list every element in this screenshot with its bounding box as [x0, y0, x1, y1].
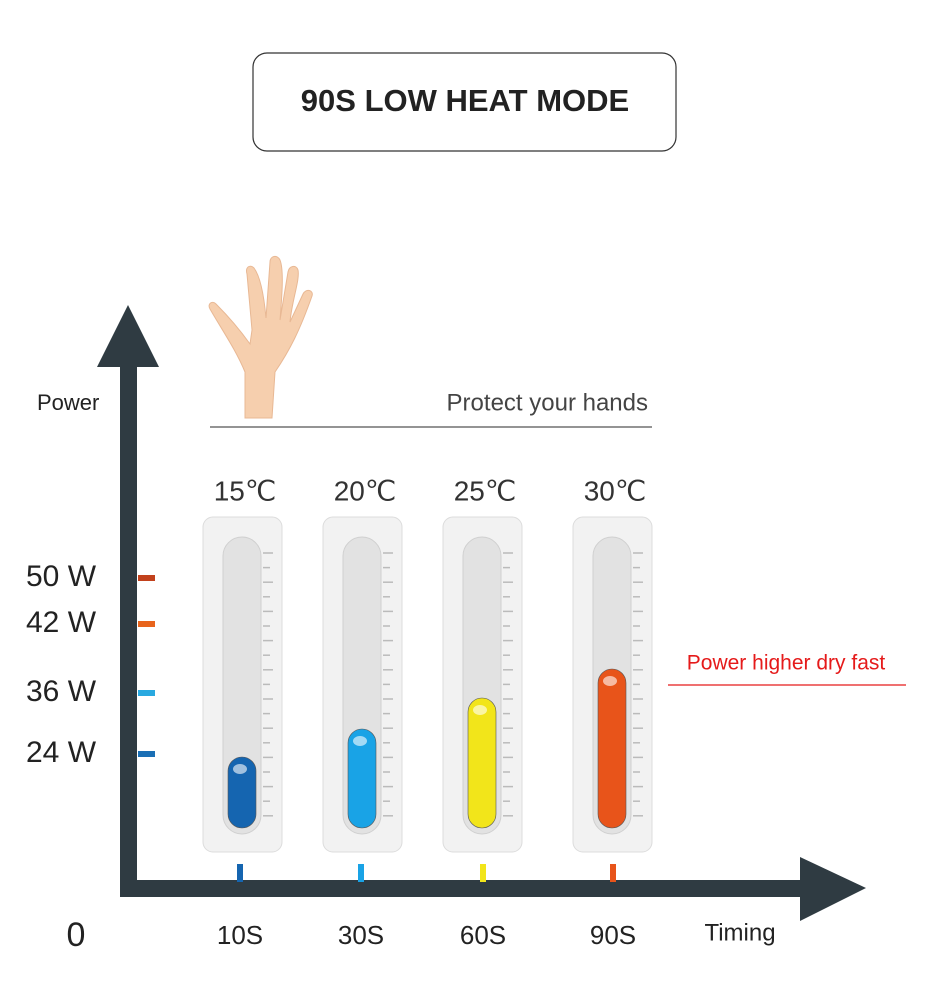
- hand: [208, 255, 313, 419]
- x-axis-label: Timing: [704, 919, 775, 946]
- temperature: 20℃: [334, 475, 397, 506]
- note: Power higher dry fast: [687, 652, 886, 675]
- power-level: 36 W: [26, 675, 97, 708]
- thermometer-fill: [467, 697, 497, 829]
- x-axis: [120, 880, 805, 897]
- power-level: 50 W: [26, 560, 97, 593]
- temperature: 15℃: [214, 475, 277, 506]
- time-tick: [358, 864, 364, 882]
- thermometer-fill: [347, 728, 377, 829]
- temperature: 25℃: [454, 475, 517, 506]
- fill-shine: [603, 676, 617, 686]
- power-tick: [138, 575, 155, 581]
- power-tick: [138, 621, 155, 627]
- x-arrow: [800, 857, 866, 921]
- fill-shine: [473, 705, 487, 715]
- power-tick: [138, 751, 155, 757]
- power-tick: [138, 690, 155, 696]
- time: 90S: [590, 920, 636, 950]
- fill-shine: [353, 736, 367, 746]
- title: 90S LOW HEAT MODE: [301, 83, 629, 118]
- thermometer-tube: [222, 536, 262, 835]
- time: 60S: [460, 920, 506, 950]
- time: 10S: [217, 920, 263, 950]
- thermometer-fill: [227, 756, 257, 829]
- time-tick: [480, 864, 486, 882]
- thermometer-fill: [597, 668, 627, 829]
- hint: Protect your hands: [447, 389, 648, 416]
- origin-label: 0: [67, 916, 86, 954]
- y-axis-label: Power: [37, 390, 99, 415]
- temperature: 30℃: [584, 475, 647, 506]
- power-level: 24 W: [26, 736, 97, 769]
- fill-shine: [233, 764, 247, 774]
- time-tick: [610, 864, 616, 882]
- y-axis: [120, 355, 137, 896]
- time-tick: [237, 864, 243, 882]
- axes: [97, 305, 866, 921]
- title-box: [252, 52, 677, 152]
- y-arrow: [97, 305, 159, 367]
- power-level: 42 W: [26, 606, 97, 639]
- time: 30S: [338, 920, 384, 950]
